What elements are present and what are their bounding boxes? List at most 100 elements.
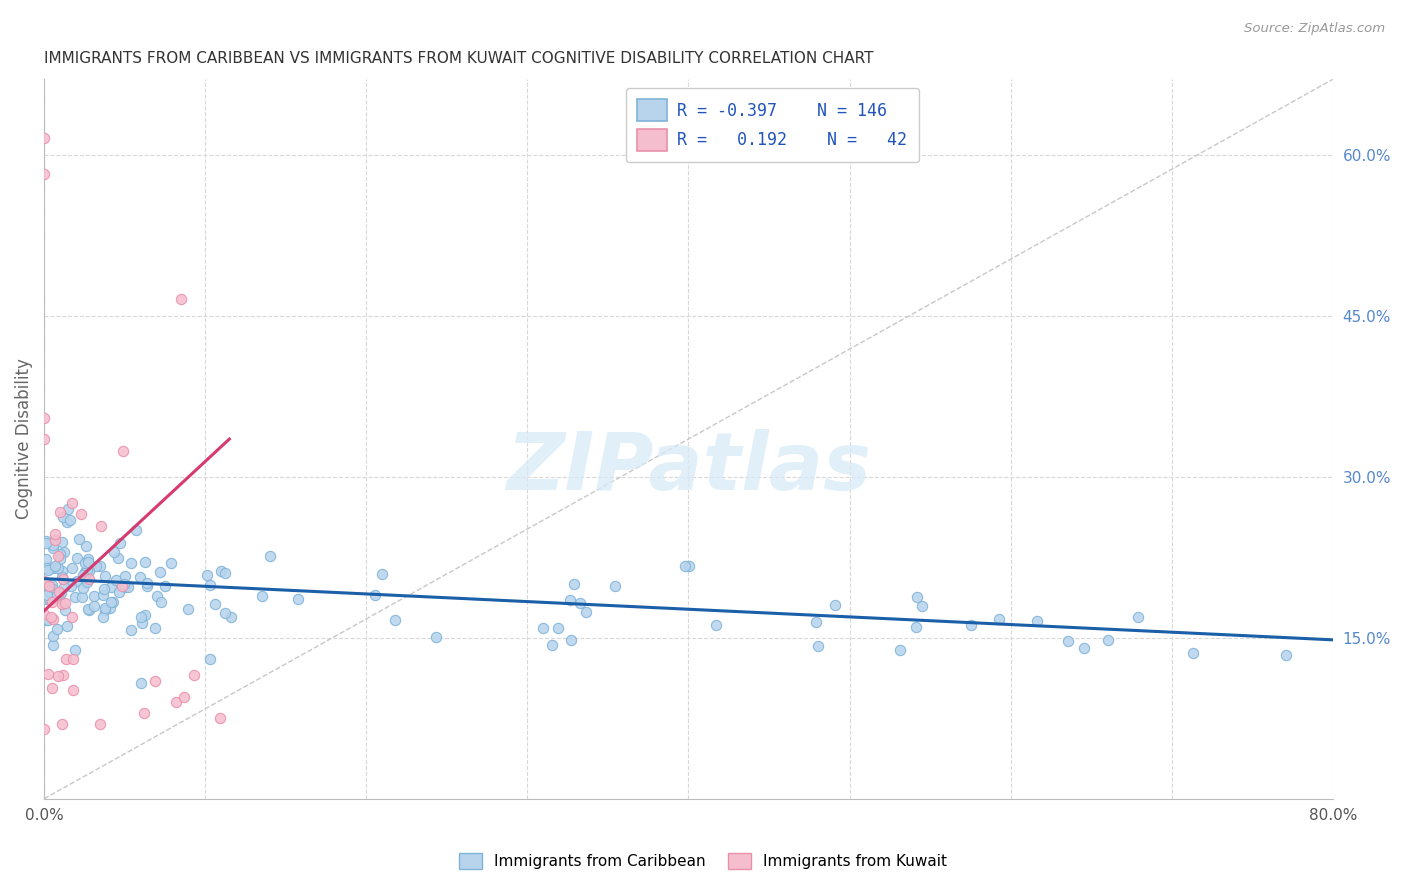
Point	[131, 616, 153, 631]
Point	[562, 576, 585, 591]
Point	[111, 443, 134, 458]
Point	[364, 588, 387, 602]
Point	[905, 620, 928, 634]
Point	[49, 552, 72, 566]
Point	[259, 549, 281, 564]
Point	[37, 561, 59, 575]
Point	[77, 601, 100, 615]
Point	[51, 535, 73, 549]
Point	[56, 501, 79, 516]
Point	[51, 570, 73, 584]
Point	[959, 617, 981, 632]
Point	[89, 558, 111, 573]
Point	[52, 668, 75, 682]
Point	[198, 577, 221, 591]
Point	[55, 652, 77, 666]
Point	[165, 695, 187, 709]
Point	[44, 533, 66, 548]
Point	[125, 523, 148, 537]
Point	[46, 549, 69, 563]
Point	[70, 507, 93, 521]
Point	[76, 574, 98, 589]
Point	[66, 574, 89, 588]
Point	[60, 496, 83, 510]
Point	[107, 550, 129, 565]
Point	[38, 591, 60, 606]
Point	[42, 541, 65, 556]
Point	[37, 666, 59, 681]
Point	[101, 595, 124, 609]
Point	[52, 572, 75, 586]
Point	[117, 580, 139, 594]
Point	[100, 580, 122, 594]
Point	[98, 600, 121, 615]
Point	[55, 619, 77, 633]
Point	[204, 597, 226, 611]
Point	[42, 638, 65, 652]
Point	[63, 643, 86, 657]
Point	[77, 555, 100, 569]
Point	[250, 589, 273, 603]
Point	[72, 590, 94, 604]
Point	[425, 630, 447, 644]
Text: IMMIGRANTS FROM CARIBBEAN VS IMMIGRANTS FROM KUWAIT COGNITIVE DISABILITY CORRELA: IMMIGRANTS FROM CARIBBEAN VS IMMIGRANTS …	[44, 51, 873, 66]
Point	[214, 566, 236, 581]
Point	[53, 596, 76, 610]
Point	[93, 582, 115, 596]
Point	[42, 538, 65, 552]
Point	[824, 598, 846, 612]
Point	[38, 583, 60, 598]
Point	[37, 588, 59, 602]
Point	[678, 558, 700, 573]
Point	[146, 589, 169, 603]
Point	[75, 566, 97, 580]
Point	[145, 673, 167, 688]
Point	[149, 595, 172, 609]
Point	[52, 580, 75, 594]
Point	[104, 573, 127, 587]
Point	[209, 564, 232, 578]
Point	[48, 584, 70, 599]
Point	[384, 613, 406, 627]
Point	[1275, 648, 1298, 662]
Point	[129, 675, 152, 690]
Point	[905, 591, 928, 605]
Point	[32, 574, 55, 588]
Point	[86, 559, 108, 574]
Point	[46, 561, 69, 575]
Legend: R = -0.397    N = 146, R =   0.192    N =   42: R = -0.397 N = 146, R = 0.192 N = 42	[626, 87, 920, 162]
Point	[560, 593, 582, 607]
Point	[135, 575, 157, 590]
Point	[48, 591, 70, 606]
Point	[547, 621, 569, 635]
Point	[42, 612, 65, 626]
Point	[37, 613, 59, 627]
Point	[176, 602, 198, 616]
Point	[531, 621, 554, 635]
Point	[83, 589, 105, 603]
Point	[214, 606, 236, 620]
Point	[66, 550, 89, 565]
Point	[195, 567, 218, 582]
Point	[35, 592, 58, 607]
Point	[60, 561, 83, 575]
Point	[73, 570, 96, 584]
Point	[77, 603, 100, 617]
Point	[51, 564, 73, 578]
Point	[807, 640, 830, 654]
Point	[93, 569, 115, 583]
Point	[129, 610, 152, 624]
Point	[32, 167, 55, 181]
Point	[41, 595, 63, 609]
Point	[32, 722, 55, 736]
Point	[170, 293, 193, 307]
Point	[1026, 614, 1049, 628]
Point	[44, 526, 66, 541]
Point	[108, 535, 131, 549]
Point	[32, 432, 55, 446]
Point	[77, 564, 100, 578]
Point	[45, 623, 67, 637]
Point	[889, 643, 911, 657]
Point	[94, 601, 117, 615]
Point	[134, 706, 156, 720]
